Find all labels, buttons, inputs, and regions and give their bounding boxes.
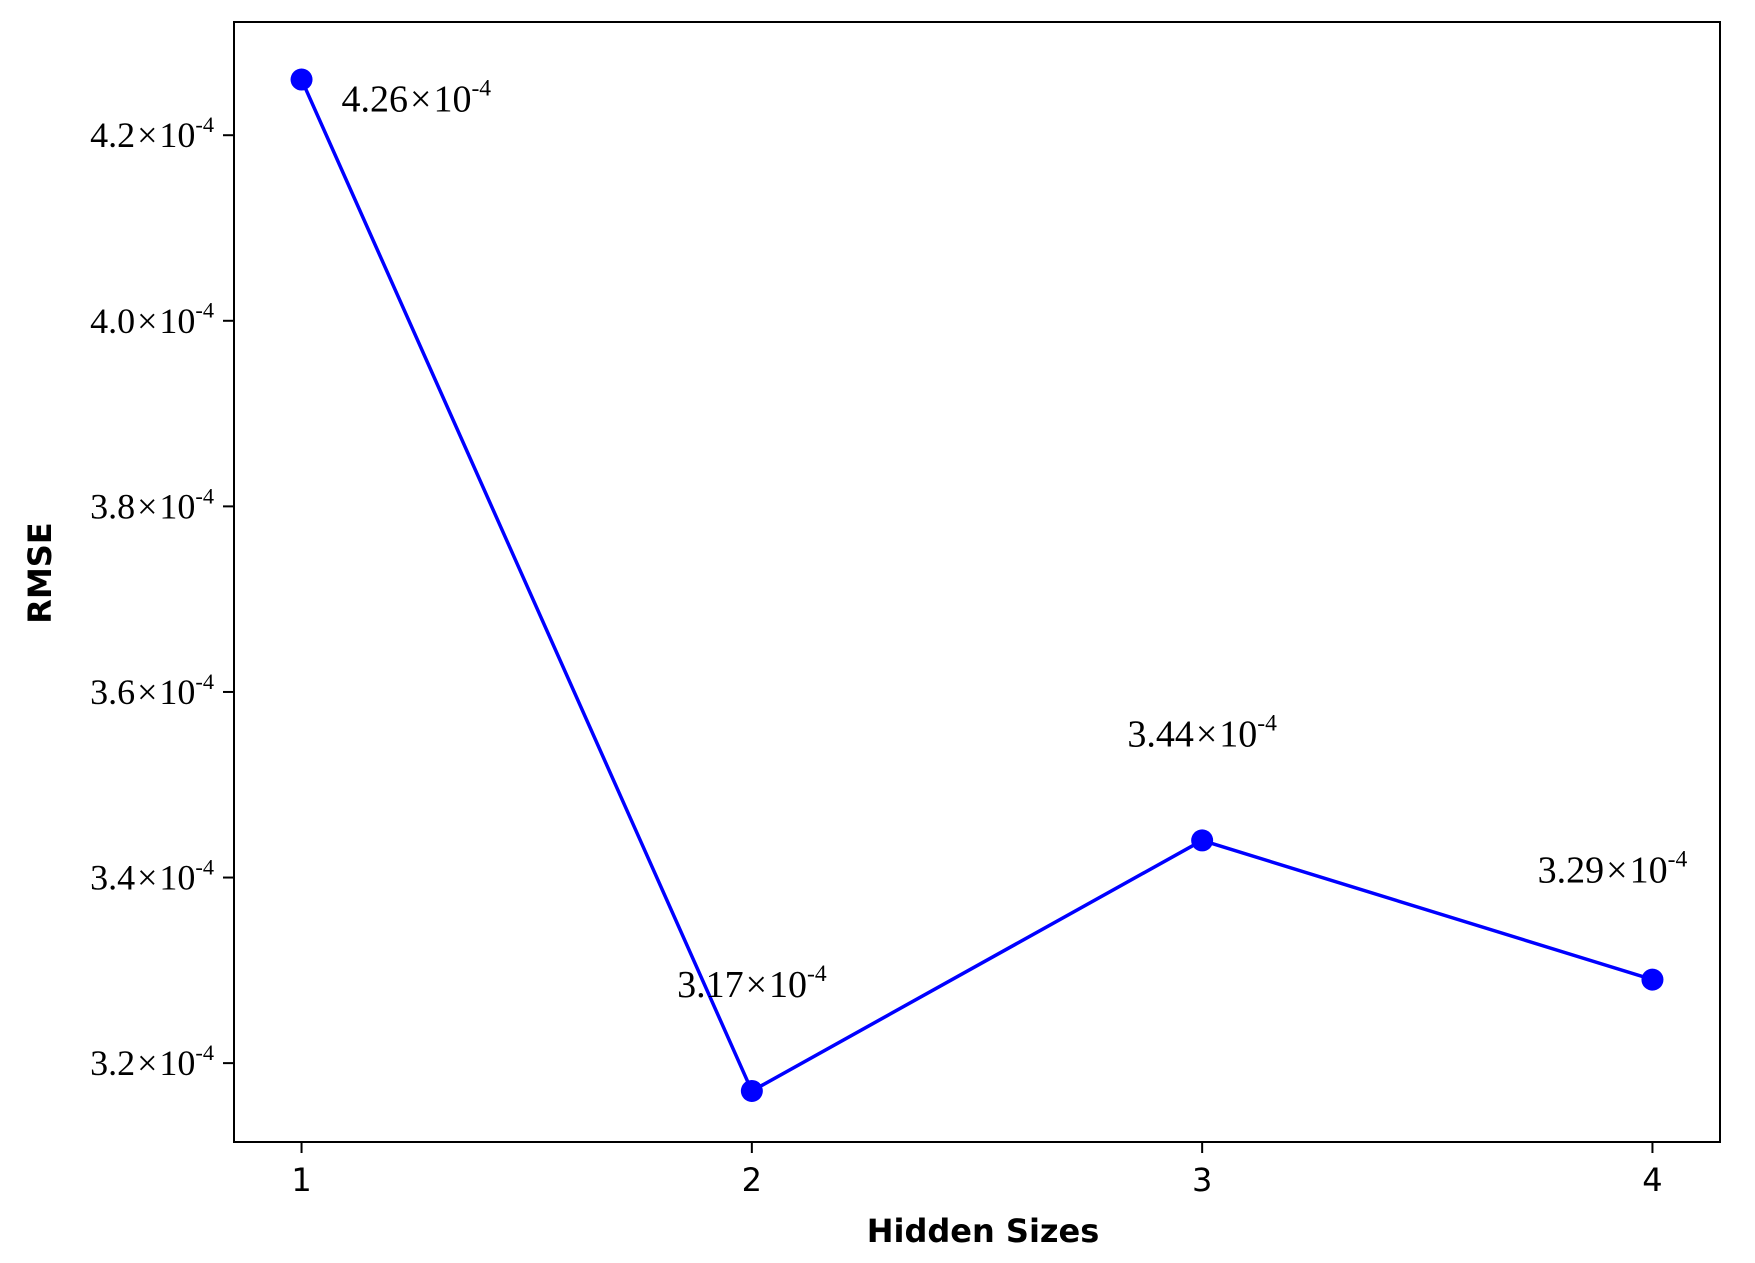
y-tick-label-mantissa: 3.8 — [90, 486, 135, 526]
y-tick-label-times: × — [137, 115, 157, 155]
data-label-times: × — [746, 964, 767, 1006]
y-tick-label-times: × — [137, 301, 157, 341]
data-label-exponent: -4 — [1257, 710, 1277, 736]
series-line — [299, 78, 1653, 1093]
data-label: 3.29×10-4 — [1538, 847, 1688, 892]
y-tick-label-exponent: -4 — [195, 298, 214, 323]
y-tick-label: 4.0×10-4 — [90, 298, 214, 341]
x-axis-ticks: 1 2 3 4 — [291, 1142, 1663, 1199]
y-tick-label-times: × — [137, 858, 157, 898]
y-tick-label-exponent: -4 — [195, 854, 214, 879]
data-label-base: 10 — [433, 79, 471, 121]
data-label: 3.17×10-4 — [677, 961, 827, 1006]
y-tick-label-exponent: -4 — [195, 1040, 214, 1065]
y-tick-label-base: 10 — [159, 672, 195, 712]
y-tick-label-times: × — [137, 486, 157, 526]
data-label: 4.26×10-4 — [342, 76, 492, 121]
y-axis-label: RMSE — [21, 522, 59, 623]
data-point — [740, 1079, 763, 1102]
data-label-base: 10 — [1630, 850, 1668, 892]
y-tick-label: 3.4×10-4 — [90, 854, 214, 897]
x-tick-label: 1 — [291, 1161, 311, 1199]
y-tick-label-exponent: -4 — [195, 483, 214, 508]
y-tick-label: 3.8×10-4 — [90, 483, 214, 526]
y-tick-label-mantissa: 4.0 — [90, 301, 135, 341]
data-label-base: 10 — [769, 964, 807, 1006]
y-tick-label-mantissa: 3.6 — [90, 672, 135, 712]
data-label-exponent: -4 — [471, 76, 491, 102]
x-tick-label: 4 — [1642, 1161, 1662, 1199]
data-label-times: × — [1196, 713, 1217, 755]
data-label-exponent: -4 — [807, 961, 827, 987]
y-tick-label-base: 10 — [159, 1043, 195, 1083]
plot-area — [233, 21, 1721, 1143]
series-layer — [290, 68, 1664, 1102]
y-tick-label-exponent: -4 — [195, 669, 214, 694]
y-axis-ticks: 3.2×10-43.4×10-43.6×10-43.8×10-44.0×10-4… — [90, 112, 234, 1083]
y-tick-label-mantissa: 3.2 — [90, 1043, 135, 1083]
data-label-mantissa: 3.44 — [1127, 713, 1194, 755]
data-label-mantissa: 3.17 — [677, 964, 744, 1006]
x-axis-label: Hidden Sizes — [867, 1212, 1100, 1250]
y-tick-label-base: 10 — [159, 301, 195, 341]
data-label: 3.44×10-4 — [1127, 710, 1277, 755]
data-point — [1641, 968, 1664, 991]
y-tick-label: 3.2×10-4 — [90, 1040, 214, 1083]
y-tick-label-base: 10 — [159, 115, 195, 155]
data-point — [290, 68, 313, 91]
y-tick-label-mantissa: 4.2 — [90, 115, 135, 155]
y-tick-label-base: 10 — [159, 486, 195, 526]
y-tick-label-mantissa: 3.4 — [90, 858, 135, 898]
y-tick-label-times: × — [137, 672, 157, 712]
data-label-times: × — [1606, 850, 1627, 892]
data-label-mantissa: 3.29 — [1538, 850, 1605, 892]
y-tick-label-base: 10 — [159, 858, 195, 898]
y-tick-label-exponent: -4 — [195, 112, 214, 137]
data-label-exponent: -4 — [1668, 847, 1688, 873]
plot-frame — [233, 21, 1721, 1143]
y-tick-label: 4.2×10-4 — [90, 112, 214, 155]
x-tick-label: 3 — [1192, 1161, 1212, 1199]
y-tick-label-times: × — [137, 1043, 157, 1083]
data-label-times: × — [410, 79, 431, 121]
data-label-mantissa: 4.26 — [342, 79, 409, 121]
data-point — [1191, 829, 1214, 852]
x-tick-label: 2 — [742, 1161, 762, 1199]
annotation-layer: 4.26×10-43.17×10-43.44×10-43.29×10-4 — [342, 76, 1688, 1006]
y-tick-label: 3.6×10-4 — [90, 669, 214, 712]
data-label-base: 10 — [1219, 713, 1257, 755]
